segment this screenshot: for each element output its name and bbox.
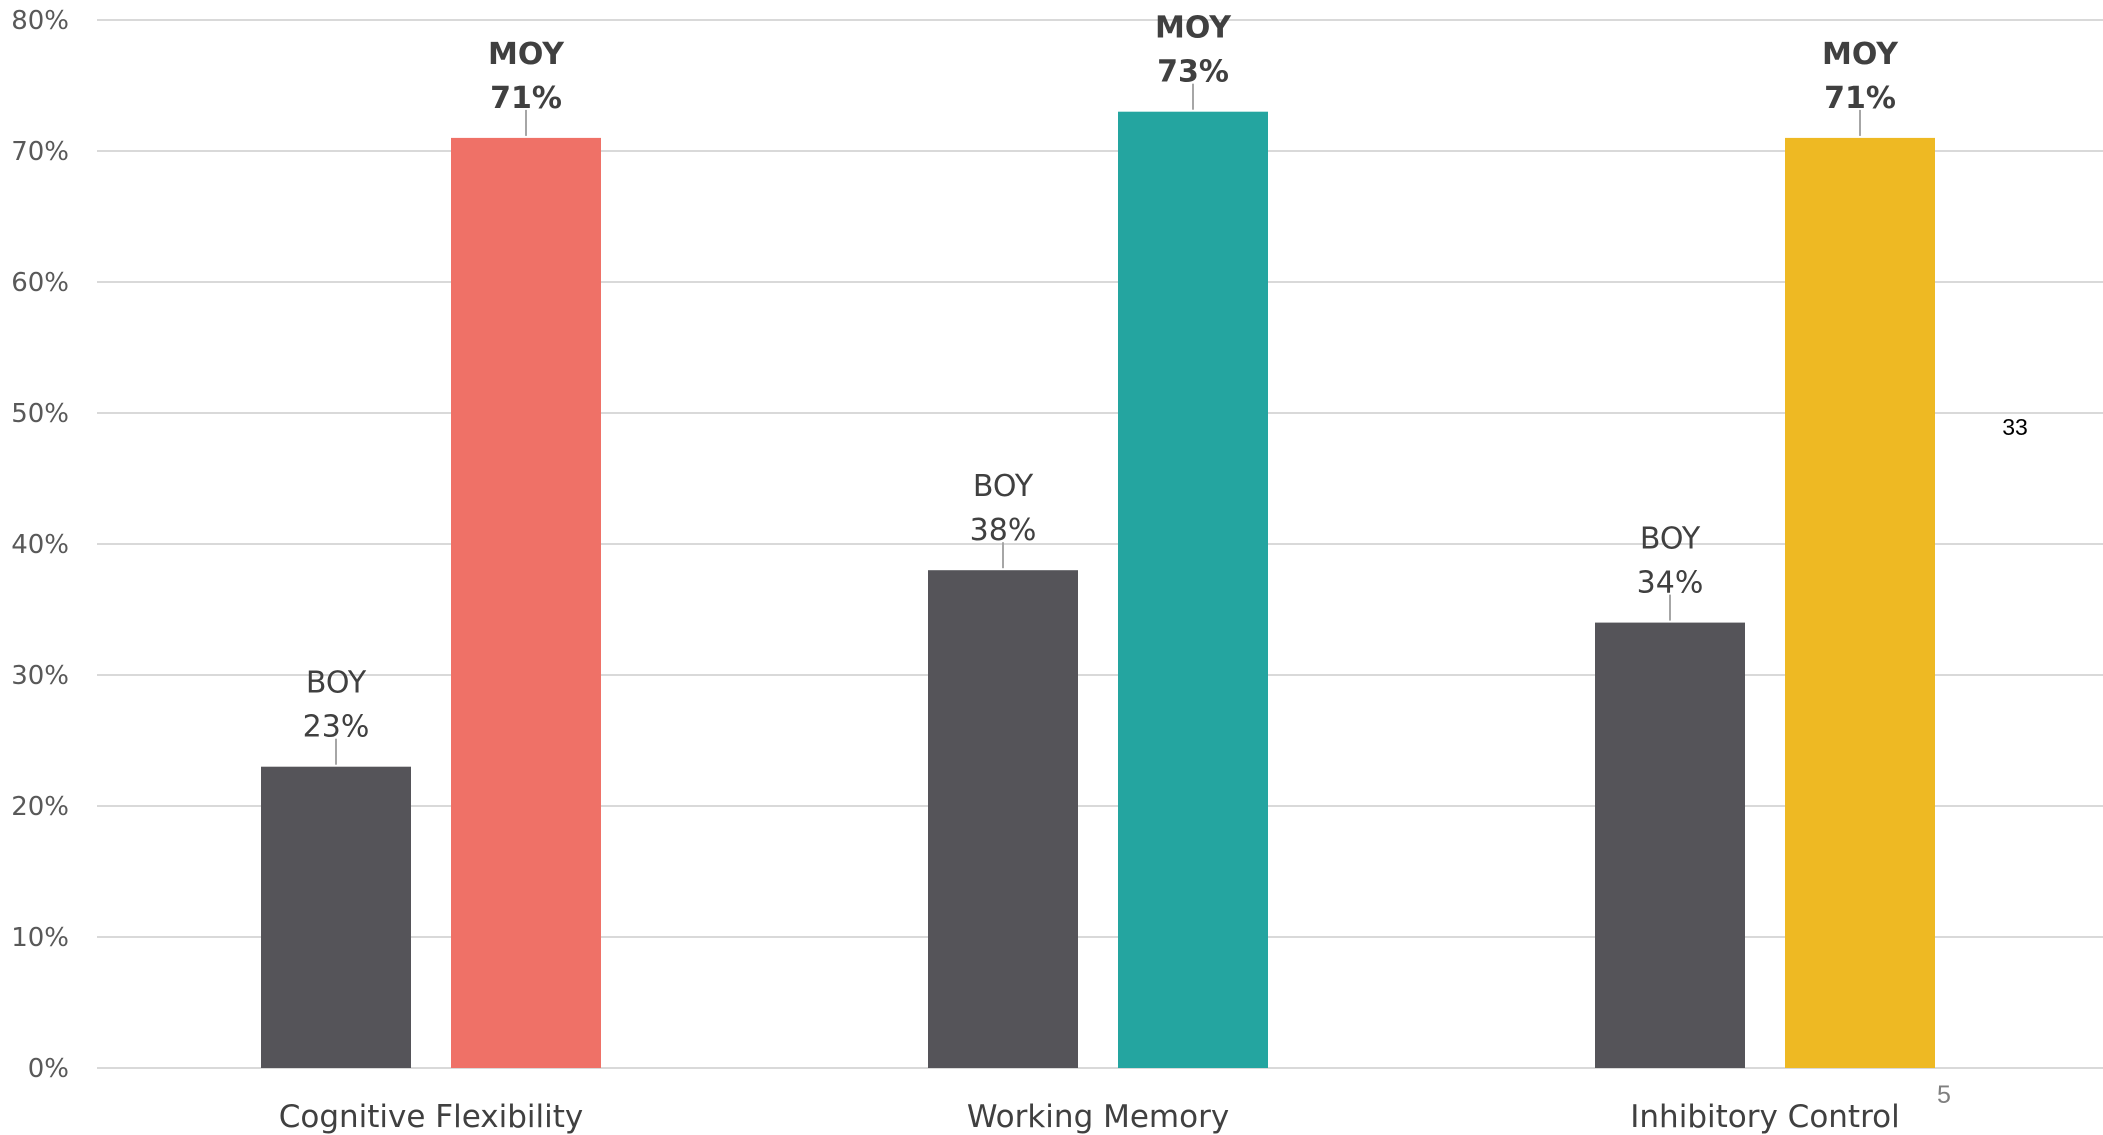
y-tick-label: 30%	[11, 661, 69, 691]
bar-boy-working-memory	[928, 570, 1078, 1068]
bar-moy-cognitive-flexibility	[451, 137, 601, 1068]
data-label-series-name: BOY	[1640, 522, 1701, 557]
y-tick-label: 0%	[28, 1054, 69, 1084]
y-tick-label: 50%	[11, 399, 69, 429]
data-label-value: 23%	[303, 710, 370, 745]
y-tick-label: 70%	[11, 137, 69, 167]
data-label-value: 73%	[1157, 55, 1229, 90]
gridlines	[97, 19, 2103, 1069]
y-tick-label: 20%	[11, 792, 69, 822]
data-label-series-name: BOY	[973, 469, 1034, 504]
floating-number-annotation: 33	[2002, 414, 2028, 440]
data-label-series-name: MOY	[1822, 37, 1899, 72]
y-tick-label: 40%	[11, 530, 69, 560]
data-label-value: 34%	[1637, 566, 1704, 601]
x-category-label: Working Memory	[967, 1099, 1229, 1135]
x-axis-category-labels: Cognitive Flexibility Working Memory Inhib…	[279, 1099, 1900, 1135]
page-number: 5	[1937, 1081, 1951, 1109]
bar-boy-cognitive-flexibility	[261, 766, 411, 1068]
data-labels: BOY 23% MOY 71% BOY 38% MOY 73% BOY 34% MOY 71%	[303, 11, 1899, 765]
x-category-label: Cognitive Flexibility	[279, 1099, 584, 1135]
data-label-series-name: MOY	[1155, 11, 1232, 46]
bar-moy-inhibitory-control	[1785, 137, 1935, 1068]
y-axis-tick-labels: 0% 10% 20% 30% 40% 50% 60% 70% 80%	[11, 6, 69, 1084]
y-tick-label: 80%	[11, 6, 69, 36]
data-label-value: 38%	[970, 513, 1037, 548]
bar-moy-working-memory	[1118, 111, 1268, 1068]
y-tick-label: 10%	[11, 923, 69, 953]
y-tick-label: 60%	[11, 268, 69, 298]
data-label-series-name: BOY	[306, 666, 367, 701]
bars	[261, 111, 1935, 1068]
data-label-value: 71%	[490, 81, 562, 116]
bar-boy-inhibitory-control	[1595, 622, 1745, 1068]
data-label-series-name: MOY	[488, 37, 565, 72]
data-label-value: 71%	[1824, 81, 1896, 116]
x-category-label: Inhibitory Control	[1630, 1099, 1899, 1135]
